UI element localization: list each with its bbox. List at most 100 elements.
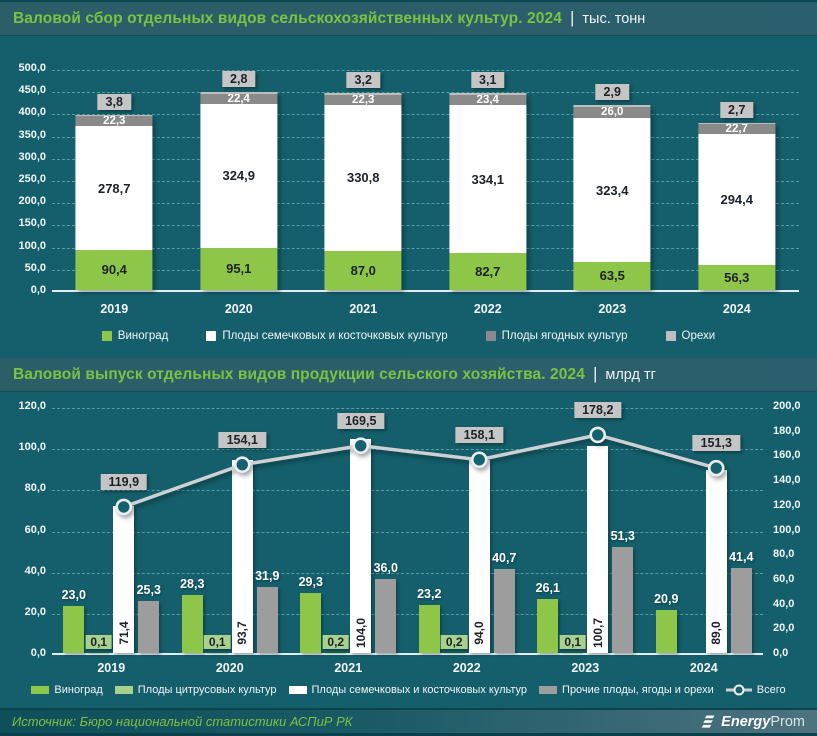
gridline [52,531,763,533]
bar-segment: 26,0 [573,106,651,119]
total-label-box: 119,9 [100,473,148,490]
bar-segment: 82,7 [449,253,527,290]
value-label: 82,7 [475,264,501,280]
value-label: 100,7 [590,617,605,649]
bar-segment: 90,4 [75,249,153,290]
y-axis-tick: 400,0 [18,106,46,119]
bar: 25,3 [137,583,161,653]
legend-label: Плоды семечковых и косточковых культур [222,330,448,342]
value-label: 41,4 [729,549,754,564]
bar-segment: 294,4 [698,134,776,265]
legend-swatch [288,686,307,694]
value-label-box: 3,1 [471,72,505,89]
bar-segment: 22,3 [324,94,402,105]
bar-segment: 278,7 [75,126,153,250]
gridline [52,203,799,205]
value-label: 87,0 [350,263,376,279]
stacked-bar: 87,0 330,8 22,3 [324,93,402,290]
bar: 23,0 [62,588,86,653]
chart2-x-axis: 2019 2020 2021 2022 2023 2024 [52,661,763,679]
gridline [52,408,763,409]
title-separator: | [592,363,598,383]
value-label: 71,4 [116,621,131,645]
title-separator: | [569,7,575,27]
gross-harvest-chart: 0,0 50,0 100,0 150,0 200,0 250,0 300,0 350,0 400… [0,36,817,358]
stacked-bar: 90,4 278,7 22,3 [75,114,153,290]
stacked-bar: 82,7 334,1 23,4 [449,93,527,290]
right-y-axis-tick: 80,0 [773,548,795,561]
value-label: 31,9 [255,569,280,584]
chart1-title: Валовой сбор отдельных видов сельскохозя… [13,9,562,27]
chart1-unit: тыс. тонн [582,10,646,27]
gridline [52,572,763,574]
total-label-box: 151,3 [692,435,740,452]
bar: 71,4 [113,506,135,653]
year-label: 2022 [473,302,502,316]
bar-group: 82,7 334,1 23,4 3,1 [426,70,551,290]
year-label: 2021 [334,661,363,675]
value-label-box: 0,2 [322,635,350,649]
bar: 36,0 [374,561,398,653]
bar: 31,9 [255,569,279,653]
chart1-x-axis: 2019 2020 2021 2022 2023 2024 [52,302,799,320]
right-y-axis-tick: 140,0 [773,474,801,487]
legend-item: Виноград [101,330,168,342]
year-label: 2020 [215,661,244,675]
bar: 28,3 [180,577,204,653]
right-y-axis-tick: 40,0 [773,597,795,610]
y-axis-tick: 450,0 [18,84,46,97]
chart1-plot-area: 90,4 278,7 22,3 3,8 95,1 324,9 22,4 2,8 87,0 330,… [52,70,799,292]
gridline [52,92,799,94]
value-label: 323,4 [595,182,629,198]
value-label: 294,4 [720,192,754,208]
bar-group: 23,0 0,1 71,4 25,3 [52,408,171,653]
year-label: 2024 [689,661,718,675]
bar-segment: 22,4 [200,93,278,104]
left-y-axis-tick: 60,0 [24,523,46,536]
value-label: 22,3 [103,115,126,128]
left-y-axis-tick: 120,0 [18,400,46,412]
footer: Источник: Бюро национальной статистики А… [0,708,817,736]
year-label: 2021 [349,302,378,316]
value-label: 95,1 [226,261,252,277]
value-label: 26,1 [535,581,560,596]
value-label-box: 2,7 [720,102,754,119]
legend-item: Прочие плоды, ягоды и орехи [539,684,714,696]
bar-segment: 23,4 [449,94,527,106]
value-label-box: 0,2 [440,635,468,649]
chart1-legend: Виноград Плоды семечковых и косточковых к… [0,330,817,342]
legend-swatch [31,686,50,694]
legend-label: Прочие плоды, ягоды и орехи [562,684,714,696]
value-label: 25,3 [136,582,161,597]
left-y-axis-tick: 100,0 [18,441,46,454]
year-label: 2023 [598,302,627,316]
bar-segment: 22,3 [75,115,153,128]
value-label: 40,7 [492,551,517,566]
value-label: 324,9 [222,168,256,184]
chart2-title: Валовой выпуск отдельных видов продукции… [13,365,585,383]
bar-segment: 324,9 [200,103,278,248]
y-axis-tick: 100,0 [18,239,46,252]
value-label-box: 0,1 [203,635,231,649]
bar: 94,0 [468,459,490,653]
legend-item: Плоды семечковых и косточковых культур [288,684,527,696]
value-label: 56,3 [724,270,750,285]
legend-label: Плоды цитрусовых культур [137,684,277,696]
legend-label: Плоды ягодных культур [501,330,628,342]
bar: 100,7 [587,445,609,653]
value-label: 330,8 [346,170,380,186]
value-label-box: 0,1 [85,635,113,649]
right-y-axis-tick: 200,0 [773,400,801,412]
value-label: 93,7 [235,621,250,645]
total-label-box: 158,1 [455,426,503,443]
stacked-bar: 63,5 323,4 26,0 [573,105,651,290]
gridline [52,136,799,138]
bar: 51,3 [611,529,635,653]
legend-swatch [539,686,558,694]
bar-group: 56,3 294,4 22,7 2,7 [675,70,800,290]
value-label: 89,0 [709,621,724,645]
bar: 29,3 [299,575,323,653]
bar: 40,7 [492,551,516,653]
chart2-header: Валовой выпуск отдельных видов продукции… [0,358,817,392]
